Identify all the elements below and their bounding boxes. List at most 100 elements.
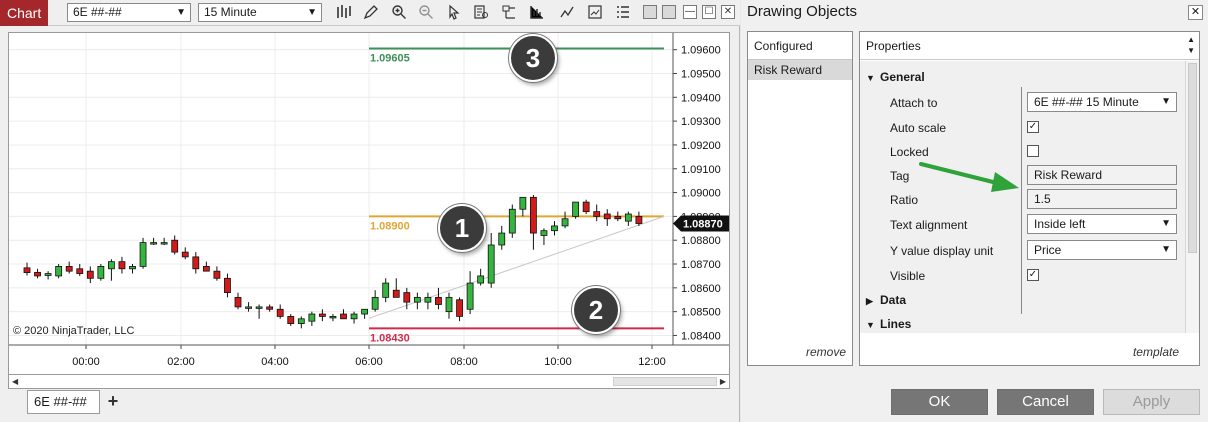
scroll-left-icon[interactable]: ◀ <box>12 377 19 386</box>
bar-type-icon[interactable] <box>335 4 353 22</box>
copyright-text: © 2020 NinjaTrader, LLC <box>13 325 135 337</box>
y-value-unit-select[interactable]: Price ▼ <box>1027 240 1177 260</box>
add-tab-button[interactable]: + <box>107 391 119 411</box>
candle-body <box>329 316 337 319</box>
candle-body <box>530 196 537 234</box>
y-tick-label: 1.08800 <box>681 235 721 247</box>
configured-panel: Configured Risk Reward remove <box>747 31 853 366</box>
data-box-icon[interactable] <box>472 4 490 22</box>
y-tick-label: 1.09400 <box>681 92 721 104</box>
text-alignment-select[interactable]: Inside left ▼ <box>1027 214 1177 234</box>
candle-body <box>118 261 126 270</box>
strategy-icon[interactable] <box>528 4 546 22</box>
candle-body <box>413 296 421 303</box>
chart-tab[interactable]: Chart <box>0 0 48 26</box>
candle-body <box>487 244 495 284</box>
prop-label-tag: Tag <box>890 169 910 183</box>
menu-icon[interactable] <box>614 4 632 22</box>
prop-label-text-alignment: Text alignment <box>890 218 968 232</box>
y-value-unit-value: Price <box>1034 243 1062 257</box>
candle-body <box>150 242 158 245</box>
candle-body <box>445 296 453 313</box>
locked-checkbox[interactable] <box>1027 145 1039 157</box>
price-chart[interactable]: 1.09600 1.09500 1.09400 1.09300 1.09200 1.091… <box>8 32 730 375</box>
chart-canvas[interactable]: 1.09600 1.09500 1.09400 1.09300 1.09200 1.091… <box>9 33 729 374</box>
y-tick-label: 1.09100 <box>681 164 721 176</box>
configured-header: Configured <box>748 32 852 60</box>
dialog-title: Drawing Objects <box>747 3 858 20</box>
chart-toolbar: Chart 6E ##-## ▼ 15 Minute ▼ <box>0 0 740 26</box>
candle-body <box>55 266 63 277</box>
candle-body <box>245 306 252 309</box>
ok-button[interactable]: OK <box>891 389 988 415</box>
scroll-right-icon[interactable]: ▶ <box>719 377 726 386</box>
chevron-down-icon: ▼ <box>1161 244 1171 255</box>
scroll-down-icon[interactable]: ▼ <box>1187 46 1195 55</box>
auto-scale-checkbox[interactable]: ✓ <box>1027 121 1039 133</box>
instrument-select[interactable]: 6E ##-## ▼ <box>67 3 191 22</box>
tile-icon[interactable] <box>643 5 657 19</box>
group-lines[interactable]: ▼ Lines <box>866 317 911 331</box>
x-tick-label: 08:00 <box>450 356 478 368</box>
candle-body <box>224 277 231 294</box>
prop-label-y-value-unit: Y value display unit <box>890 244 994 258</box>
expanded-triangle-icon: ▼ <box>866 73 875 83</box>
instrument-select-value: 6E ##-## <box>73 5 122 19</box>
prop-label-visible: Visible <box>890 269 926 283</box>
annotation-badge-1: 1 <box>438 204 486 252</box>
minimize-icon[interactable]: — <box>683 5 697 19</box>
cancel-button[interactable]: Cancel <box>997 389 1094 415</box>
y-tick-label: 1.08500 <box>681 307 721 319</box>
tile-alt-icon[interactable] <box>662 5 676 19</box>
group-data[interactable]: ▶ Data <box>866 293 906 307</box>
chevron-down-icon: ▼ <box>1161 96 1171 107</box>
current-price-marker <box>673 215 729 232</box>
close-icon[interactable]: ✕ <box>1188 5 1203 20</box>
current-price-label: 1.08870 <box>683 219 723 231</box>
interval-select[interactable]: 15 Minute ▼ <box>198 3 322 22</box>
group-general[interactable]: ▼ General <box>866 70 925 84</box>
x-tick-label: 00:00 <box>72 356 100 368</box>
attach-to-value: 6E ##-## 15 Minute <box>1034 95 1139 109</box>
ratio-input[interactable]: 1.5 <box>1027 189 1177 209</box>
candle-body <box>160 242 168 245</box>
zoom-out-icon[interactable] <box>417 4 435 22</box>
instrument-tab[interactable]: 6E ##-## <box>27 390 100 414</box>
check-icon: ✓ <box>1028 121 1038 132</box>
vertical-scrollbar[interactable] <box>1185 61 1199 333</box>
scroll-thumb[interactable] <box>1188 63 1197 253</box>
x-tick-label: 04:00 <box>261 356 289 368</box>
apply-button[interactable]: Apply <box>1103 389 1200 415</box>
horizontal-scrollbar[interactable]: ◀ ▶ <box>8 375 730 389</box>
close-icon[interactable]: ✕ <box>721 5 735 19</box>
maximize-icon[interactable]: ☐ <box>702 5 716 19</box>
candle-body <box>614 215 622 220</box>
x-tick-label: 10:00 <box>544 356 572 368</box>
visible-checkbox[interactable]: ✓ <box>1027 269 1039 281</box>
pointer-icon[interactable] <box>445 4 463 22</box>
attach-to-select[interactable]: 6E ##-## 15 Minute ▼ <box>1027 92 1177 112</box>
indicator-icon[interactable] <box>558 4 576 22</box>
expanded-triangle-icon: ▼ <box>866 320 875 330</box>
zoom-in-icon[interactable] <box>390 4 408 22</box>
scroll-up-icon[interactable]: ▲ <box>1187 35 1195 44</box>
pencil-icon[interactable] <box>362 4 380 22</box>
remove-link[interactable]: remove <box>805 345 846 359</box>
annotation-badge-3: 3 <box>509 34 557 82</box>
candle-body <box>192 256 200 270</box>
candle-body <box>540 230 548 236</box>
configured-item-risk-reward[interactable]: Risk Reward <box>748 60 852 80</box>
properties-icon[interactable] <box>500 4 518 22</box>
y-tick-label: 1.09000 <box>681 188 721 200</box>
property-divider[interactable] <box>1021 87 1022 314</box>
y-tick-label: 1.09500 <box>681 68 721 80</box>
template-link[interactable]: template <box>1132 345 1179 359</box>
candle-body <box>129 266 136 270</box>
tag-input[interactable]: Risk Reward <box>1027 165 1177 185</box>
annotation-arrow-icon <box>919 162 1019 192</box>
chart-trader-icon[interactable] <box>586 4 604 22</box>
candle-body <box>498 232 506 246</box>
candle-body <box>603 213 611 220</box>
candle-body <box>318 313 326 317</box>
scroll-thumb[interactable] <box>613 377 717 386</box>
